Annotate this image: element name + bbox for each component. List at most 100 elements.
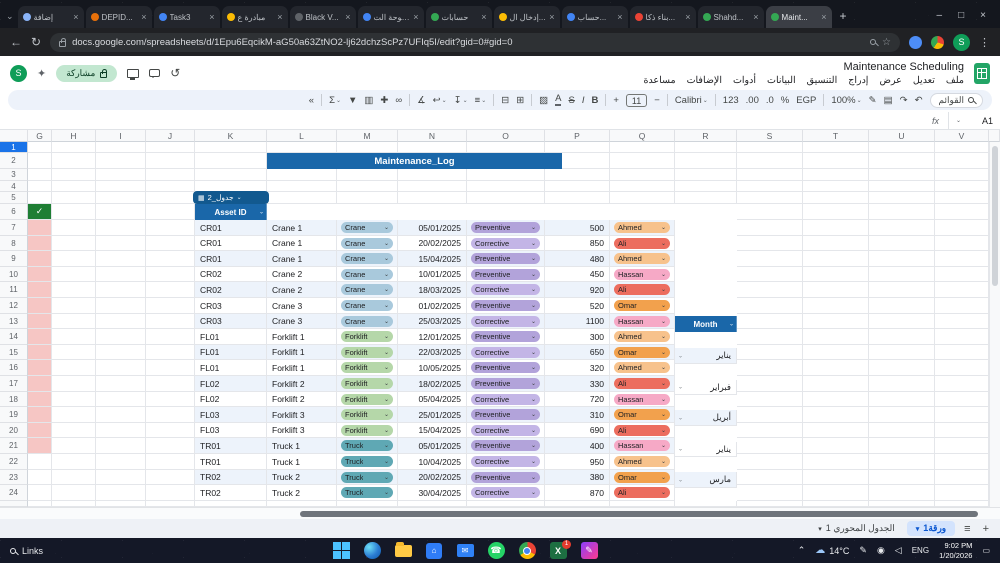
cell[interactable] [803, 236, 869, 251]
cell[interactable] [869, 485, 935, 501]
column-header[interactable]: S [737, 130, 803, 142]
cell-type[interactable]: Crane ⌄ [337, 298, 398, 314]
cell[interactable] [337, 181, 398, 192]
cell-asset-id[interactable]: TR01 [195, 454, 267, 470]
cell-technician[interactable]: Ahmed ⌄ [610, 329, 675, 345]
dropdown-chip[interactable]: Corrective ⌄ [471, 487, 540, 498]
cell-date[interactable]: 01/02/2025 [398, 298, 467, 314]
column-header[interactable]: P [545, 130, 610, 142]
cell-asset-name[interactable]: Forklift 3 [267, 423, 337, 438]
cell[interactable] [935, 407, 989, 423]
cell[interactable] [737, 423, 803, 438]
cell-type[interactable]: Crane ⌄ [337, 236, 398, 251]
cell-date[interactable]: 20/02/2025 [398, 470, 467, 485]
cell-type[interactable]: Crane ⌄ [337, 220, 398, 236]
row-header[interactable]: 21 [0, 438, 28, 454]
browser-tab[interactable]: Task3 × [153, 6, 220, 28]
cell[interactable] [52, 192, 96, 204]
dropdown-chip[interactable]: Corrective ⌄ [471, 315, 540, 327]
network-icon[interactable]: ◉ [876, 545, 885, 555]
cell-month[interactable]: ⌄ أبريل [675, 410, 737, 426]
horizontal-scrollbar[interactable] [0, 507, 1000, 519]
dropdown-chip[interactable]: Preventive ⌄ [471, 268, 540, 280]
column-header[interactable]: K [195, 130, 267, 142]
cell-date[interactable]: 18/02/2025 [398, 376, 467, 392]
weather-widget[interactable]: ☁ 14°C [815, 545, 849, 556]
cell[interactable] [935, 392, 989, 407]
cell[interactable] [737, 314, 803, 329]
cell-asset-id[interactable]: TR02 [195, 485, 267, 501]
cell-maint-type[interactable]: Corrective ⌄ [467, 345, 545, 360]
cell[interactable] [803, 220, 869, 236]
dropdown-chip[interactable]: Preventive ⌄ [471, 300, 540, 311]
cell-asset-id[interactable]: CR01 [195, 236, 267, 251]
highlighted-cell[interactable] [28, 267, 52, 282]
new-tab-button[interactable]: + [839, 9, 847, 23]
text-wrap-icon[interactable]: ↩ ⌄ [432, 94, 447, 106]
highlighted-cell[interactable] [28, 298, 52, 314]
merged-title-cell[interactable]: Maintenance_Log [267, 153, 562, 169]
cell-maint-type[interactable]: Corrective ⌄ [467, 485, 545, 501]
column-header[interactable]: M [337, 130, 398, 142]
dropdown-chip[interactable]: Forklift ⌄ [341, 331, 393, 342]
redo-icon[interactable]: ↷ [899, 94, 908, 106]
document-title[interactable]: Maintenance Scheduling [843, 60, 964, 73]
cell[interactable] [467, 181, 545, 192]
cell[interactable] [935, 142, 989, 153]
cell[interactable] [935, 438, 989, 454]
cell[interactable] [52, 360, 96, 376]
browser-tab[interactable]: Maint... × [765, 6, 832, 28]
tab-close-icon[interactable]: × [277, 12, 283, 22]
cell-asset-id[interactable]: FL01 [195, 360, 267, 376]
cell[interactable] [545, 142, 610, 153]
design-app-icon[interactable]: ✎ [578, 540, 600, 562]
cell[interactable] [935, 204, 989, 220]
cell-cost[interactable]: 720 [545, 392, 610, 407]
cell[interactable] [545, 181, 610, 192]
cell[interactable] [146, 192, 195, 204]
cell-cost[interactable]: 690 [545, 423, 610, 438]
cell-date[interactable]: 10/05/2025 [398, 360, 467, 376]
cell[interactable] [737, 376, 803, 392]
increase-decimal-button[interactable]: .00 [745, 94, 759, 106]
dropdown-chip[interactable]: Preventive ⌄ [471, 409, 540, 420]
column-header[interactable]: T [803, 130, 869, 142]
cell[interactable] [96, 192, 146, 204]
toolbar-overflow-icon[interactable]: « [308, 94, 315, 106]
cell[interactable] [146, 407, 195, 423]
dropdown-chip[interactable]: Ali ⌄ [614, 237, 670, 249]
cell[interactable] [52, 267, 96, 282]
dropdown-chip[interactable]: Crane ⌄ [341, 237, 393, 249]
cell[interactable] [803, 153, 869, 169]
cell[interactable] [935, 329, 989, 345]
cell[interactable] [935, 251, 989, 267]
row-header[interactable]: 9 [0, 251, 28, 267]
cell[interactable] [52, 501, 96, 507]
chevron-down-icon[interactable]: ⌄ [728, 321, 734, 328]
cell[interactable] [737, 454, 803, 470]
cell-maint-type[interactable]: Corrective ⌄ [467, 392, 545, 407]
cell-maint-type[interactable]: Preventive ⌄ [467, 376, 545, 392]
column-header[interactable]: J [146, 130, 195, 142]
dropdown-chip[interactable]: Preventive ⌄ [471, 471, 540, 483]
cell[interactable] [737, 392, 803, 407]
cell[interactable] [146, 329, 195, 345]
cell[interactable] [96, 501, 146, 507]
tab-close-icon[interactable]: × [685, 12, 691, 22]
row-header[interactable]: 7 [0, 220, 28, 236]
cell[interactable] [96, 220, 146, 236]
cell[interactable] [803, 204, 869, 220]
cell-technician[interactable]: Ahmed ⌄ [610, 454, 675, 470]
cell[interactable] [869, 376, 935, 392]
print-icon[interactable]: ▤ [883, 94, 893, 106]
number-format-button[interactable]: 123 [722, 94, 739, 106]
cell[interactable] [869, 282, 935, 298]
maximize-button[interactable]: □ [958, 10, 965, 21]
dropdown-chip[interactable]: Preventive ⌄ [471, 440, 540, 451]
dropdown-chip[interactable]: Ali ⌄ [614, 424, 670, 436]
cell[interactable] [96, 407, 146, 423]
cell[interactable] [803, 392, 869, 407]
cell-cost[interactable]: 300 [545, 329, 610, 345]
cell-technician[interactable]: Hassan ⌄ [610, 314, 675, 329]
cell[interactable] [96, 485, 146, 501]
